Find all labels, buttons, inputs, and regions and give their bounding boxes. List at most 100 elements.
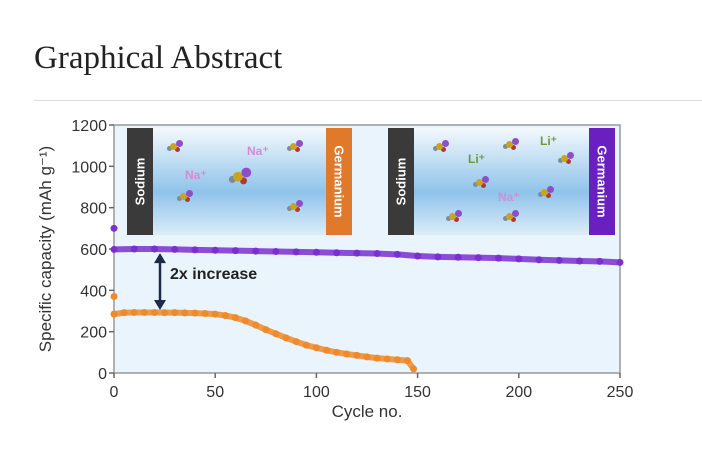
increase-annotation: 2x increase — [170, 266, 258, 283]
purple-data-point — [130, 245, 138, 253]
y-tick-label: 1000 — [71, 159, 107, 176]
molecule-icon — [446, 210, 462, 222]
purple-data-point — [110, 245, 118, 253]
orange-data-point — [130, 308, 138, 316]
y-tick-label: 800 — [80, 201, 107, 218]
orange-data-point — [333, 348, 341, 356]
orange-data-point — [383, 355, 391, 363]
inset-sodium-germanium-orange: Sodium Germanium Na⁺ Na⁺ — [127, 128, 352, 235]
orange-first-cycle-point — [110, 293, 118, 301]
orange-data-point — [323, 346, 331, 354]
orange-data-point — [140, 308, 148, 316]
ion-label: Li⁺ — [468, 152, 485, 166]
purple-data-point — [474, 254, 482, 262]
orange-data-point — [282, 334, 290, 342]
molecule-icon — [287, 200, 303, 212]
purple-data-point — [434, 253, 442, 261]
purple-data-point — [393, 250, 401, 258]
orange-data-point — [242, 317, 250, 325]
orange-data-point — [161, 309, 169, 317]
orange-data-point — [262, 326, 270, 334]
molecule-icon — [503, 210, 519, 222]
ion-label: Li⁺ — [540, 134, 557, 148]
orange-data-point — [120, 309, 128, 317]
molecule-icon — [167, 140, 183, 152]
orange-data-point — [231, 314, 239, 322]
molecule-icon — [538, 186, 554, 198]
molecule-icon — [503, 138, 519, 150]
purple-data-point — [231, 247, 239, 255]
orange-data-point — [353, 351, 361, 359]
purple-data-point — [333, 249, 341, 257]
purple-data-point — [414, 252, 422, 260]
orange-data-point — [171, 309, 179, 317]
purple-data-point — [272, 247, 280, 255]
purple-data-point — [454, 253, 462, 261]
divider — [34, 100, 702, 101]
purple-data-point — [596, 257, 604, 265]
purple-data-point — [616, 258, 624, 266]
purple-data-point — [312, 248, 320, 256]
orange-data-point — [403, 357, 411, 365]
orange-data-point — [373, 354, 381, 362]
section-heading: Graphical Abstract — [34, 40, 283, 76]
germanium-label: Germanium — [589, 128, 615, 235]
ion-label: Na⁺ — [247, 144, 269, 158]
purple-data-point — [252, 247, 260, 255]
y-tick-label: 1200 — [71, 118, 107, 135]
x-tick-label: 50 — [206, 384, 224, 401]
purple-data-point — [535, 256, 543, 264]
molecule-icon — [287, 140, 303, 152]
x-axis-label: Cycle no. — [332, 402, 403, 421]
molecule-icon — [473, 176, 489, 188]
orange-data-point — [252, 321, 260, 329]
sodium-label: Sodium — [127, 128, 153, 235]
x-tick-label: 0 — [110, 384, 119, 401]
purple-data-point — [191, 246, 199, 254]
orange-data-point — [343, 350, 351, 358]
purple-data-point — [515, 255, 523, 263]
purple-data-point — [171, 245, 179, 253]
x-tick-label: 150 — [404, 384, 431, 401]
orange-data-point — [110, 310, 118, 318]
purple-data-point — [576, 257, 584, 265]
purple-data-point — [495, 254, 503, 262]
orange-data-point — [363, 353, 371, 361]
y-tick-label: 400 — [80, 283, 107, 300]
orange-data-point — [150, 308, 158, 316]
x-tick-label: 200 — [505, 384, 532, 401]
y-tick-label: 600 — [80, 242, 107, 259]
molecule-icon — [558, 152, 574, 164]
purple-data-point — [373, 250, 381, 258]
orange-data-point — [211, 310, 219, 318]
orange-data-point — [393, 356, 401, 364]
sodium-label: Sodium — [388, 128, 414, 235]
orange-data-point — [292, 338, 300, 346]
purple-first-cycle-point — [110, 224, 118, 232]
orange-data-point — [191, 309, 199, 317]
inset-sodium-germanium-purple: Sodium Germanium Li⁺ Li⁺ Na⁺ — [388, 128, 615, 235]
purple-data-point — [292, 248, 300, 256]
purple-data-point — [150, 245, 158, 253]
y-axis-label: Specific capacity (mAh g⁻¹) — [36, 146, 55, 352]
germanium-label: Germanium — [326, 128, 352, 235]
ion-label: Na⁺ — [498, 190, 520, 204]
y-tick-label: 200 — [80, 325, 107, 342]
purple-data-point — [211, 246, 219, 254]
orange-data-point — [410, 365, 418, 373]
orange-data-point — [272, 330, 280, 338]
orange-data-point — [181, 309, 189, 317]
molecule-icon — [177, 190, 193, 202]
molecule-icon — [433, 140, 449, 152]
y-tick-label: 0 — [98, 366, 107, 383]
orange-data-point — [201, 309, 209, 317]
x-tick-label: 250 — [607, 384, 634, 401]
molecule-icon — [229, 167, 252, 185]
x-tick-label: 100 — [303, 384, 330, 401]
purple-data-point — [555, 256, 563, 264]
orange-data-point — [221, 312, 229, 320]
orange-data-point — [312, 344, 320, 352]
orange-data-point — [302, 341, 310, 349]
ion-label: Na⁺ — [185, 168, 207, 182]
purple-data-point — [353, 249, 361, 257]
